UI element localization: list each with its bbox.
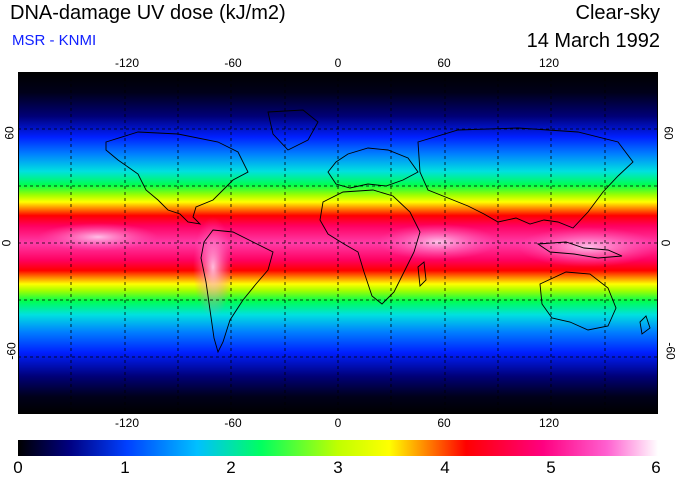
lon-tick-bottom-minus120: -120 bbox=[114, 416, 140, 430]
hotspot-west-pacific bbox=[518, 227, 658, 267]
coast-madagascar bbox=[417, 261, 427, 287]
uv-dose-map bbox=[18, 72, 658, 414]
lat-tick-left-minus60: -60 bbox=[4, 342, 19, 360]
lat-tick-right-60: 60 bbox=[661, 126, 676, 140]
coast-greenland bbox=[267, 109, 319, 151]
hotspot-andes bbox=[193, 217, 233, 317]
lat-tick-left-0: 0 bbox=[0, 239, 14, 247]
lat-tick-left-60: 60 bbox=[2, 126, 17, 140]
colorbar-gradient bbox=[18, 440, 658, 456]
sky-condition-label: Clear-sky bbox=[575, 2, 660, 24]
lat-tick-right-minus60: -60 bbox=[663, 342, 678, 360]
coast-europe bbox=[327, 147, 419, 189]
colorbar-label-2: 2 bbox=[226, 458, 236, 477]
lon-tick-top-0: 0 bbox=[334, 56, 342, 70]
colorbar-label-4: 4 bbox=[440, 458, 450, 477]
coast-north-america bbox=[105, 131, 249, 225]
lon-tick-top-minus120: -120 bbox=[114, 56, 140, 70]
coastlines bbox=[105, 109, 651, 354]
lon-tick-top-120: 120 bbox=[538, 56, 560, 70]
map-frame bbox=[18, 72, 658, 414]
date-label: 14 March 1992 bbox=[526, 30, 660, 52]
graticule bbox=[18, 72, 658, 414]
colorbar-label-6: 6 bbox=[651, 458, 661, 477]
colorbar-label-1: 1 bbox=[120, 458, 130, 477]
colorbar bbox=[18, 440, 658, 456]
coast-south-america bbox=[200, 229, 274, 354]
colorbar-label-0: 0 bbox=[13, 458, 23, 477]
lon-tick-top-60: 60 bbox=[437, 56, 451, 70]
coast-indonesia bbox=[536, 241, 623, 259]
lon-tick-bottom-120: 120 bbox=[538, 416, 560, 430]
coast-africa bbox=[319, 189, 421, 305]
lon-tick-bottom-minus60: -60 bbox=[224, 416, 242, 430]
colorbar-label-5: 5 bbox=[546, 458, 556, 477]
coast-australia bbox=[539, 271, 617, 331]
coast-new-zealand bbox=[639, 315, 651, 335]
lon-tick-bottom-0: 0 bbox=[334, 416, 342, 430]
coast-asia bbox=[417, 127, 634, 229]
map-title: DNA-damage UV dose (kJ/m2) bbox=[10, 2, 286, 24]
lon-tick-top-minus60: -60 bbox=[224, 56, 242, 70]
hotspot-africa bbox=[378, 224, 498, 260]
lon-tick-bottom-60: 60 bbox=[437, 416, 451, 430]
source-label: MSR - KNMI bbox=[12, 32, 97, 49]
hotspot-east-pacific bbox=[38, 223, 158, 251]
colorbar-label-3: 3 bbox=[333, 458, 343, 477]
lat-tick-right-0: 0 bbox=[658, 239, 673, 247]
